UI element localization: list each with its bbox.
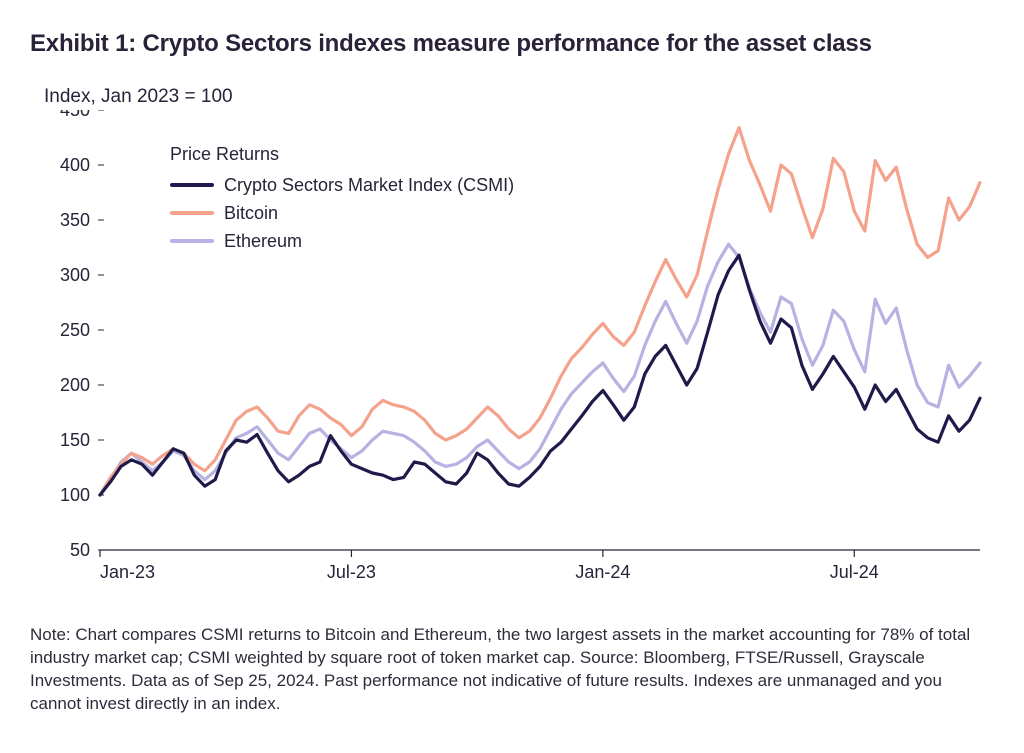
exhibit-title: Exhibit 1: Crypto Sectors indexes measur… — [30, 30, 994, 58]
legend-label-bitcoin: Bitcoin — [224, 203, 278, 224]
legend-item-bitcoin: Bitcoin — [170, 199, 514, 227]
legend-swatch-ethereum — [170, 239, 214, 243]
svg-text:300: 300 — [60, 265, 90, 285]
svg-text:450: 450 — [60, 110, 90, 120]
legend-label-ethereum: Ethereum — [224, 231, 302, 252]
legend-item-ethereum: Ethereum — [170, 227, 514, 255]
svg-text:100: 100 — [60, 485, 90, 505]
legend-title: Price Returns — [170, 144, 514, 165]
svg-text:Jul-24: Jul-24 — [830, 562, 879, 582]
legend-label-csmi: Crypto Sectors Market Index (CSMI) — [224, 175, 514, 196]
legend: Price Returns Crypto Sectors Market Inde… — [170, 144, 514, 255]
svg-text:400: 400 — [60, 155, 90, 175]
chart-footnote: Note: Chart compares CSMI returns to Bit… — [30, 624, 994, 716]
chart-container: 50 100 150 200 250 300 350 400 450 Jan-23 Jul-23 Ja… — [30, 110, 990, 610]
legend-swatch-bitcoin — [170, 211, 214, 215]
chart-subtitle: Index, Jan 2023 = 100 — [44, 86, 994, 108]
legend-item-csmi: Crypto Sectors Market Index (CSMI) — [170, 171, 514, 199]
svg-text:200: 200 — [60, 375, 90, 395]
svg-text:Jan-23: Jan-23 — [100, 562, 155, 582]
svg-text:250: 250 — [60, 320, 90, 340]
svg-text:150: 150 — [60, 430, 90, 450]
svg-text:Jul-23: Jul-23 — [327, 562, 376, 582]
svg-text:Jan-24: Jan-24 — [575, 562, 630, 582]
legend-swatch-csmi — [170, 183, 214, 187]
svg-text:50: 50 — [70, 540, 90, 560]
svg-text:350: 350 — [60, 210, 90, 230]
exhibit-page: Exhibit 1: Crypto Sectors indexes measur… — [0, 0, 1024, 753]
